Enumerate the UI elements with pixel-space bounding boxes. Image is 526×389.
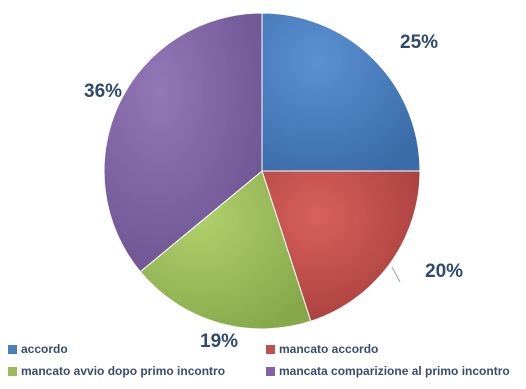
legend-swatch bbox=[266, 366, 275, 376]
data-label: 36% bbox=[84, 81, 122, 102]
legend: accordo mancato accordo mancato avvio do… bbox=[8, 338, 523, 382]
legend-swatch bbox=[8, 366, 17, 376]
legend-item-mancata-comparizione: mancata comparizione al primo incontro bbox=[266, 364, 510, 378]
data-label: 19% bbox=[200, 331, 238, 352]
slice-mancato-accordo bbox=[261, 170, 421, 322]
leader-line bbox=[391, 266, 401, 283]
slice-mancata-comparizione bbox=[103, 12, 263, 273]
legend-item-mancato-avvio: mancato avvio dopo primo incontro bbox=[8, 364, 266, 378]
legend-label: accordo bbox=[21, 342, 68, 356]
legend-swatch bbox=[8, 344, 17, 354]
legend-label: mancato accordo bbox=[279, 342, 379, 356]
legend-label: mancata comparizione al primo incontro bbox=[279, 364, 510, 378]
slice-mancato-avvio bbox=[139, 170, 312, 330]
legend-item-mancato-accordo: mancato accordo bbox=[266, 342, 378, 356]
data-label: 20% bbox=[425, 261, 463, 282]
legend-swatch bbox=[266, 344, 275, 354]
legend-label: mancato avvio dopo primo incontro bbox=[21, 364, 226, 378]
slice-accordo bbox=[261, 12, 421, 172]
legend-item-accordo: accordo bbox=[8, 342, 266, 356]
data-label: 25% bbox=[400, 32, 438, 53]
